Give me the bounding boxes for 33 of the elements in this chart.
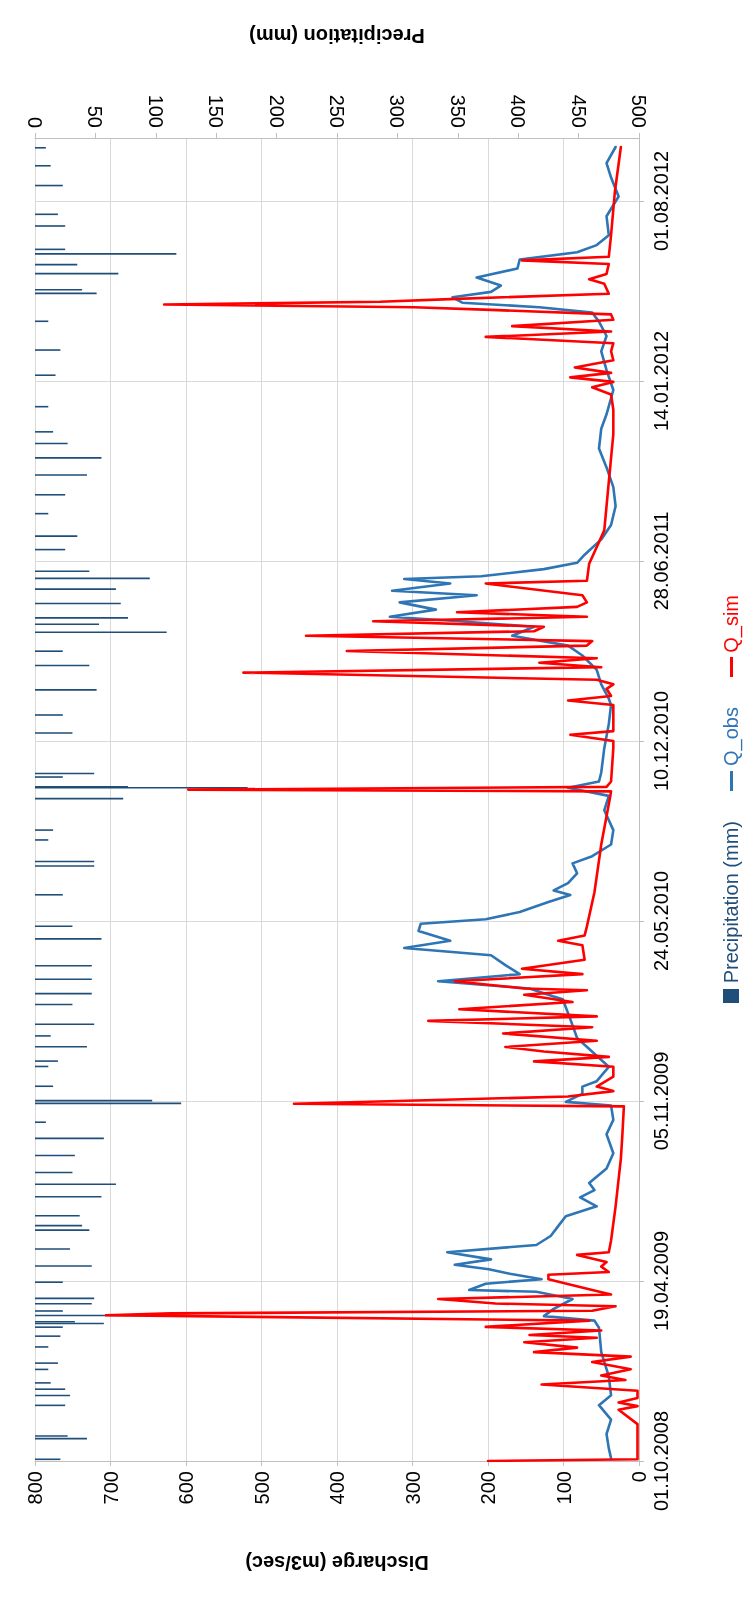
- x2-tick-label: 250: [326, 94, 348, 128]
- x2-tick-label: 500: [628, 94, 650, 128]
- x2-tick-label: 0: [24, 116, 46, 128]
- x2-tick-label: 150: [205, 94, 228, 128]
- text: Q_sim: [719, 594, 743, 653]
- x-tick-label: 300: [401, 1471, 424, 1505]
- text: Precipitation (mm): [719, 821, 743, 984]
- y-tick-label: 14.01.2012: [650, 330, 672, 432]
- y-tick-label: 01.08.2012: [650, 150, 672, 252]
- x-axis-title: Discharge (m3/sec): [245, 1552, 429, 1574]
- x-tick-label: 0: [628, 1471, 650, 1483]
- y-tick-label: 05.11.2009: [650, 1051, 672, 1151]
- x2-tick-label: 200: [265, 94, 288, 128]
- y-tick-label: 01.10.2008: [650, 1410, 672, 1512]
- x2-tick-label: 100: [144, 94, 167, 128]
- x-tick-label: 400: [326, 1471, 348, 1505]
- x2-tick-label: 450: [567, 94, 590, 128]
- y-tick-label: 24.05.2010: [650, 870, 672, 972]
- text: Q_obs: [719, 707, 743, 767]
- x2-tick-label: 350: [446, 94, 469, 128]
- x-tick-label: 700: [99, 1471, 122, 1505]
- x2-tick-label: 300: [386, 94, 409, 128]
- y-tick-label: 10.12.2010: [650, 690, 672, 792]
- y-tick-label: 19.04.2009: [650, 1230, 672, 1332]
- x2-tick-label: 50: [84, 105, 107, 128]
- x2-axis-title: Precipitation (mm): [249, 25, 425, 47]
- y-tick-label: 28.06.2011: [650, 511, 672, 611]
- x-tick-label: 100: [552, 1471, 575, 1505]
- x-tick-label: 600: [175, 1471, 197, 1505]
- x2-tick-label: 400: [507, 94, 530, 128]
- x-tick-label: 500: [250, 1471, 273, 1505]
- x-tick-label: 200: [477, 1471, 499, 1505]
- x-tick-label: 800: [24, 1471, 46, 1505]
